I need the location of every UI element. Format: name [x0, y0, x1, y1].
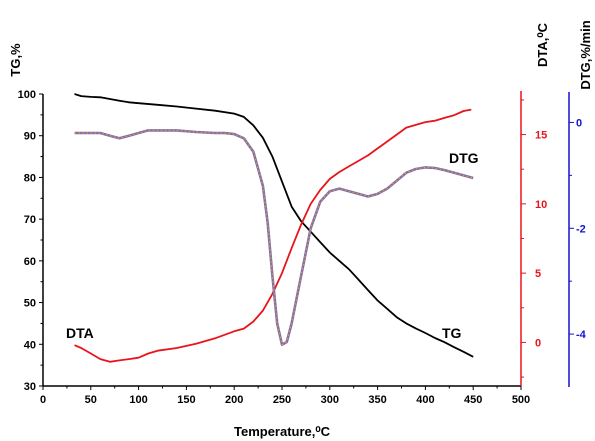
- axes-layer: 0 50 100 150 200 250 300 350 400 450 5003040506070…: [18, 89, 587, 406]
- dtg-tick-label: 0: [576, 117, 582, 129]
- dta-tick-label: 0: [535, 337, 541, 349]
- labels-layer: Temperature,⁰C TG,% DTA,⁰C DTG,%/min DTG…: [8, 20, 593, 439]
- tg-series-label: TG: [442, 325, 462, 341]
- x-tick-label: 350: [368, 394, 386, 406]
- dtg-series-label: DTG: [449, 150, 479, 166]
- dtg-series-line: [74, 129, 474, 347]
- x-tick-label: 100: [129, 394, 147, 406]
- dta-tick-label: 10: [535, 199, 547, 211]
- dta-series-line: [74, 108, 472, 363]
- x-tick-label: 250: [273, 394, 291, 406]
- x-tick-label: 50: [85, 394, 97, 406]
- x-tick-label: 500: [512, 394, 530, 406]
- tg-series-line: [74, 93, 474, 358]
- x-tick-label: 400: [416, 394, 434, 406]
- tg-tick-label: 30: [24, 381, 36, 393]
- dtg-axis-title: DTG,%/min: [578, 20, 593, 89]
- x-tick-label: 0: [40, 394, 46, 406]
- tg-axis-title: TG,%: [8, 43, 23, 77]
- tg-tick-label: 90: [24, 131, 36, 143]
- series-layer: [74, 93, 474, 363]
- tg-tick-label: 60: [24, 256, 36, 268]
- dta-axis-title: DTA,⁰C: [535, 22, 550, 67]
- x-tick-label: 450: [464, 394, 482, 406]
- dta-tick-label: 15: [535, 130, 547, 142]
- dtg-tick-label: -4: [576, 329, 587, 341]
- dta-tick-label: 5: [535, 268, 541, 280]
- x-axis-title: Temperature,⁰C: [234, 424, 331, 439]
- dta-series-label: DTA: [66, 325, 94, 341]
- dtg-tick-label: -2: [576, 223, 586, 235]
- tg-tick-label: 100: [18, 89, 36, 101]
- tg-tick-label: 40: [24, 339, 36, 351]
- tg-tick-label: 80: [24, 172, 36, 184]
- tg-tick-label: 50: [24, 298, 36, 310]
- x-tick-label: 200: [225, 394, 243, 406]
- tg-tick-label: 70: [24, 214, 36, 226]
- x-tick-label: 300: [321, 394, 339, 406]
- x-tick-label: 150: [177, 394, 195, 406]
